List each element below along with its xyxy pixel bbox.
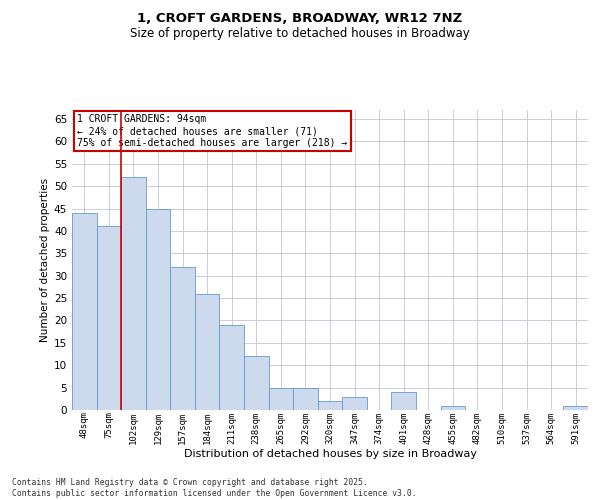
Text: Size of property relative to detached houses in Broadway: Size of property relative to detached ho… <box>130 28 470 40</box>
Bar <box>121 177 146 410</box>
Bar <box>269 388 293 410</box>
Bar <box>342 396 367 410</box>
Bar <box>170 266 195 410</box>
Bar <box>97 226 121 410</box>
X-axis label: Distribution of detached houses by size in Broadway: Distribution of detached houses by size … <box>184 449 476 459</box>
Bar <box>293 388 318 410</box>
Bar <box>440 406 465 410</box>
Bar <box>72 213 97 410</box>
Text: Contains HM Land Registry data © Crown copyright and database right 2025.
Contai: Contains HM Land Registry data © Crown c… <box>12 478 416 498</box>
Bar <box>318 401 342 410</box>
Bar <box>391 392 416 410</box>
Bar <box>244 356 269 410</box>
Bar <box>146 208 170 410</box>
Text: 1, CROFT GARDENS, BROADWAY, WR12 7NZ: 1, CROFT GARDENS, BROADWAY, WR12 7NZ <box>137 12 463 26</box>
Bar <box>195 294 220 410</box>
Bar <box>563 406 588 410</box>
Y-axis label: Number of detached properties: Number of detached properties <box>40 178 50 342</box>
Bar <box>220 325 244 410</box>
Text: 1 CROFT GARDENS: 94sqm
← 24% of detached houses are smaller (71)
75% of semi-det: 1 CROFT GARDENS: 94sqm ← 24% of detached… <box>77 114 347 148</box>
